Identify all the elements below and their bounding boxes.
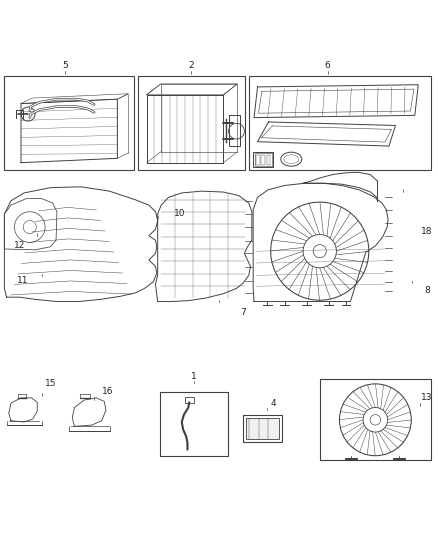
Text: 4: 4: [271, 399, 276, 408]
Bar: [320, 379, 431, 460]
Text: 12: 12: [14, 241, 25, 250]
Text: 2: 2: [189, 61, 194, 70]
Bar: [246, 418, 279, 439]
Text: 18: 18: [421, 227, 433, 236]
Text: 8: 8: [424, 286, 430, 295]
Bar: [267, 155, 270, 165]
Bar: [249, 76, 431, 170]
Bar: [261, 155, 265, 165]
Text: 16: 16: [102, 387, 113, 396]
Bar: [229, 115, 240, 146]
Text: 5: 5: [62, 61, 68, 70]
Text: 1: 1: [191, 373, 197, 382]
Bar: [243, 415, 282, 442]
Text: 10: 10: [174, 208, 185, 217]
Bar: [255, 154, 272, 166]
Text: 13: 13: [421, 393, 433, 402]
Text: 15: 15: [45, 379, 56, 389]
Bar: [256, 155, 260, 165]
Text: 11: 11: [17, 276, 28, 285]
Bar: [185, 397, 194, 403]
Bar: [138, 76, 245, 170]
Text: 6: 6: [325, 61, 331, 70]
Bar: [253, 152, 273, 167]
Bar: [160, 392, 228, 456]
Text: 7: 7: [240, 308, 246, 317]
Bar: [4, 76, 134, 170]
